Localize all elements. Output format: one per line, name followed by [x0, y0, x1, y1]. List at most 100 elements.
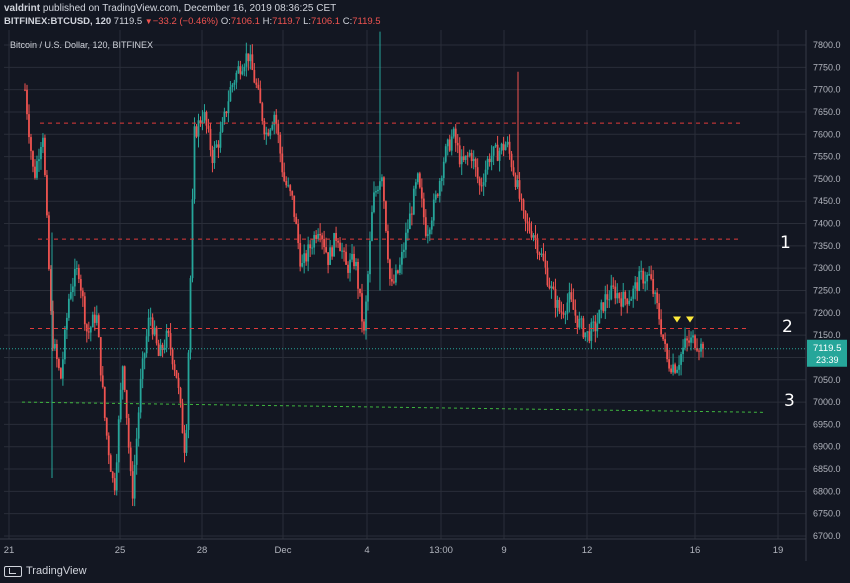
candle-body	[165, 330, 168, 348]
candle-body	[315, 235, 318, 239]
candle-body	[311, 247, 314, 249]
open-label: O:	[220, 16, 231, 27]
candle-body	[105, 417, 108, 436]
candle-body	[371, 212, 373, 241]
candle-body	[580, 318, 583, 320]
candle-body	[251, 54, 254, 70]
candle-body	[408, 213, 411, 230]
candle-body	[524, 210, 527, 222]
candle-body	[203, 112, 206, 121]
candle-body	[430, 220, 433, 230]
author-name[interactable]: valdrint	[4, 3, 41, 14]
y-tick-label: 6900.0	[813, 442, 841, 452]
level-marker-1: 1	[780, 233, 791, 253]
price-change: −33.2 (−0.46%)	[152, 16, 219, 27]
last-price-badge	[807, 339, 847, 367]
candle-body	[444, 146, 447, 162]
candle-body	[478, 178, 481, 186]
candle-body	[504, 144, 507, 151]
candle-body	[339, 242, 341, 252]
candle-body	[343, 250, 345, 252]
y-tick-label: 6700.0	[813, 531, 841, 541]
candle-body	[167, 330, 170, 334]
candle-body	[588, 331, 591, 341]
candle-body	[329, 247, 331, 265]
candle-body	[303, 253, 306, 264]
y-tick-label: 7450.0	[813, 196, 841, 206]
candle-body	[369, 240, 371, 275]
candle-body	[658, 303, 661, 320]
candle-body	[235, 72, 238, 83]
candle-body	[353, 253, 355, 267]
candle-body	[107, 435, 110, 456]
candle-body	[207, 125, 210, 129]
candle-body	[61, 359, 64, 379]
candle-body	[393, 281, 395, 283]
candle-body	[466, 155, 469, 157]
candle-body	[97, 315, 100, 338]
candle-body	[482, 182, 485, 186]
candle-body	[418, 173, 421, 188]
candle-body	[191, 199, 194, 279]
candle-body	[650, 274, 653, 279]
candle-body	[149, 317, 152, 319]
candle-body	[552, 286, 555, 289]
candle-body	[596, 323, 599, 332]
candle-body	[219, 131, 222, 148]
candle-body	[63, 329, 66, 360]
signal-triangle-icon	[686, 316, 694, 323]
candle-body	[189, 278, 192, 353]
candle-body	[225, 111, 228, 114]
x-tick-label: 19	[773, 545, 784, 556]
y-tick-label: 7700.0	[813, 85, 841, 95]
candle-body	[694, 335, 696, 349]
candle-body	[578, 318, 581, 328]
candle-body	[606, 294, 609, 300]
candle-body	[147, 317, 150, 337]
candle-body	[81, 290, 84, 297]
y-tick-label: 6850.0	[813, 464, 841, 474]
candle-body	[113, 478, 116, 491]
brand-name: TradingView	[26, 565, 87, 577]
candle-body	[462, 156, 465, 160]
candle-body	[259, 88, 262, 104]
candle-body	[99, 337, 102, 376]
chart-background	[0, 30, 850, 561]
y-tick-label: 7150.0	[813, 330, 841, 340]
price-chart[interactable]: 6700.0 6750.0 6800.0 6850.0 6900.0 6950.0 7000…	[0, 30, 850, 561]
candle-body	[446, 139, 449, 147]
y-tick-label: 6750.0	[813, 509, 841, 519]
candle-body	[682, 347, 684, 355]
candle-body	[460, 156, 463, 165]
candle-body	[347, 264, 349, 273]
candle-body	[560, 311, 563, 313]
close-label: C:	[342, 16, 353, 27]
candle-body	[323, 238, 326, 248]
candle-body	[616, 293, 619, 299]
candle-body	[626, 298, 629, 305]
candle-body	[197, 120, 200, 137]
candle-body	[265, 132, 268, 135]
candle-body	[363, 321, 365, 331]
candle-body	[496, 144, 499, 161]
candle-body	[159, 344, 162, 356]
candle-body	[141, 358, 144, 379]
candle-body	[30, 137, 32, 152]
candle-body	[193, 126, 196, 200]
candle-body	[36, 161, 38, 178]
candle-body	[642, 270, 645, 284]
x-tick-label: 13:00	[429, 545, 453, 556]
candle-body	[289, 185, 292, 192]
candle-body	[163, 347, 166, 350]
chart-footer: TradingView	[0, 561, 850, 583]
candle-body	[217, 144, 220, 148]
candle-body	[245, 53, 248, 67]
candle-body	[680, 354, 682, 365]
candle-body	[436, 194, 439, 196]
candle-body	[676, 369, 678, 373]
candle-body	[129, 447, 132, 472]
candle-body	[480, 185, 483, 187]
candle-body	[71, 286, 74, 293]
tradingview-logo[interactable]: TradingView	[4, 565, 87, 577]
candle-body	[337, 240, 339, 243]
